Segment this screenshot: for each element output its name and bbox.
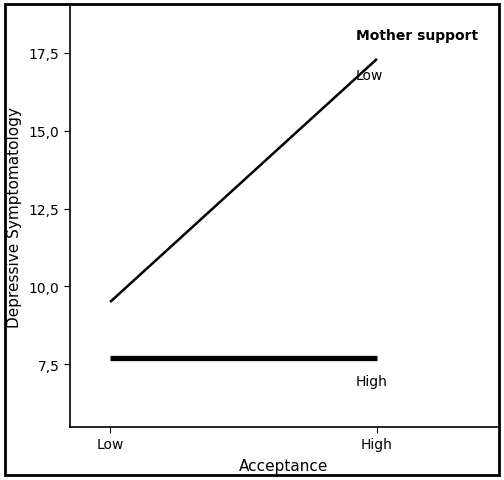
Y-axis label: Depressive Symptomatology: Depressive Symptomatology [7,107,22,327]
Text: High: High [356,374,388,388]
Text: Mother support: Mother support [356,29,478,43]
Text: Low: Low [356,69,383,83]
X-axis label: Acceptance: Acceptance [239,458,328,473]
